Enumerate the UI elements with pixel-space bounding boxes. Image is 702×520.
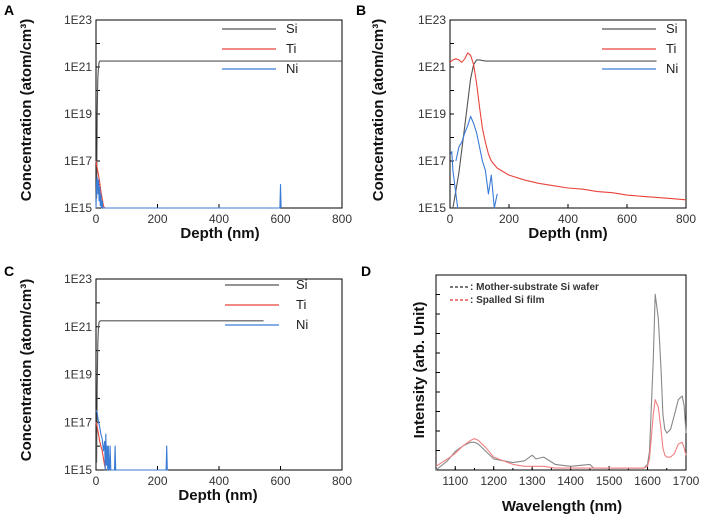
legend: Si Ti Ni xyxy=(222,21,298,76)
y-tick-label: 1E17 xyxy=(64,415,92,429)
y-tick-label: 1E23 xyxy=(418,13,446,27)
x-tick-label: 800 xyxy=(332,212,352,226)
x-tick-label: 800 xyxy=(332,474,352,488)
legend-label-ni: Ni xyxy=(286,61,298,76)
x-tick-label: 600 xyxy=(270,212,290,226)
x-axis-label: Depth (nm) xyxy=(178,487,257,504)
x-tick-label: 200 xyxy=(147,474,167,488)
plot-frame xyxy=(95,19,343,209)
y-tick-label: 1E15 xyxy=(418,201,446,215)
x-tick-label: 200 xyxy=(499,212,519,226)
series-line-si xyxy=(96,60,342,199)
y-tick-label: 1E17 xyxy=(64,154,92,168)
y-tick-label: 1E19 xyxy=(64,107,92,121)
x-axis-label: Depth (nm) xyxy=(180,225,259,242)
panel-label-d: D xyxy=(361,263,371,279)
y-tick-label: 1E21 xyxy=(64,320,92,334)
x-tick-label: 400 xyxy=(209,212,229,226)
x-tick-label: 1300 xyxy=(519,474,546,488)
x-tick-label: 1100 xyxy=(442,474,468,488)
y-axis-label: Concentration (atom/cm³) xyxy=(18,279,35,462)
y-tick-label: 1E19 xyxy=(418,107,446,121)
legend-label-mother-substrate: : Mother-substrate Si wafer xyxy=(470,282,599,293)
x-tick-label: 1600 xyxy=(634,474,661,488)
plot-frame xyxy=(449,19,687,209)
series-line-ti xyxy=(449,52,687,201)
x-tick-label: 0 xyxy=(93,474,100,488)
x-tick-label: 200 xyxy=(147,212,167,226)
series-line--mother-substrate-si-wafer xyxy=(435,293,687,471)
legend-label-ni: Ni xyxy=(666,61,678,76)
legend-label-ti: Ti xyxy=(296,297,306,312)
x-tick-label: 600 xyxy=(617,212,637,226)
panel-label-c: C xyxy=(4,263,14,279)
series-line-ti xyxy=(95,160,106,209)
x-tick-label: 400 xyxy=(209,474,229,488)
series-line-ni xyxy=(95,410,168,471)
panel-c: Concentration (atom/cm³) Depth (nm) Si T… xyxy=(18,272,352,504)
panel-d: Intensity (arb. Unit) Wavelength (nm) : … xyxy=(411,274,700,515)
y-tick-label: 1E21 xyxy=(64,60,92,74)
y-tick-label: 1E17 xyxy=(418,154,446,168)
panel-b: Concentration (atom/cm³) Depth (nm) Si T… xyxy=(370,13,696,242)
y-tick-label: 1E15 xyxy=(64,463,92,477)
x-tick-label: 800 xyxy=(676,212,696,226)
x-tick-label: 1700 xyxy=(673,474,700,488)
series-line-si xyxy=(96,320,264,463)
series-line--spalled-si-film xyxy=(435,399,687,469)
series-line-ni xyxy=(95,176,282,209)
panel-a: Concentration (atom/cm³) Depth (nm) Si T… xyxy=(18,13,352,242)
legend-label-spalled-film: : Spalled Si film xyxy=(470,295,545,306)
legend-label-ni: Ni xyxy=(296,317,308,332)
y-axis-label: Concentration (atom/cm³) xyxy=(18,19,35,202)
series-line-ti xyxy=(95,422,107,471)
legend-label-ti: Ti xyxy=(286,41,296,56)
x-tick-label: 1200 xyxy=(480,474,507,488)
series-line-ni xyxy=(455,115,498,209)
y-tick-label: 1E23 xyxy=(64,13,92,27)
x-tick-label: 1400 xyxy=(557,474,584,488)
legend-label-si: Si xyxy=(666,21,678,36)
panel-label-a: A xyxy=(4,2,14,18)
y-tick-label: 1E21 xyxy=(418,60,446,74)
legend-label-si: Si xyxy=(296,277,308,292)
legend-label-ti: Ti xyxy=(666,41,676,56)
legend: Si Ti Ni xyxy=(225,277,308,332)
legend: Si Ti Ni xyxy=(602,21,678,76)
x-axis-label: Depth (nm) xyxy=(528,225,607,242)
x-tick-label: 1500 xyxy=(596,474,623,488)
y-tick-label: 1E23 xyxy=(64,272,92,286)
panel-label-b: B xyxy=(356,2,366,18)
legend-label-si: Si xyxy=(286,21,298,36)
series-line-si xyxy=(452,59,657,209)
x-tick-label: 0 xyxy=(93,212,100,226)
y-axis-label: Intensity (arb. Unit) xyxy=(411,302,428,439)
x-axis-label: Wavelength (nm) xyxy=(502,498,622,515)
y-tick-label: 1E15 xyxy=(64,201,92,215)
y-tick-label: 1E19 xyxy=(64,368,92,382)
x-tick-label: 400 xyxy=(558,212,578,226)
y-axis-label: Concentration (atom/cm³) xyxy=(370,19,387,202)
series-line-ni xyxy=(450,151,459,209)
x-tick-label: 0 xyxy=(447,212,454,226)
legend: : Mother-substrate Si wafer : Spalled Si… xyxy=(450,282,599,306)
x-tick-label: 600 xyxy=(270,474,290,488)
